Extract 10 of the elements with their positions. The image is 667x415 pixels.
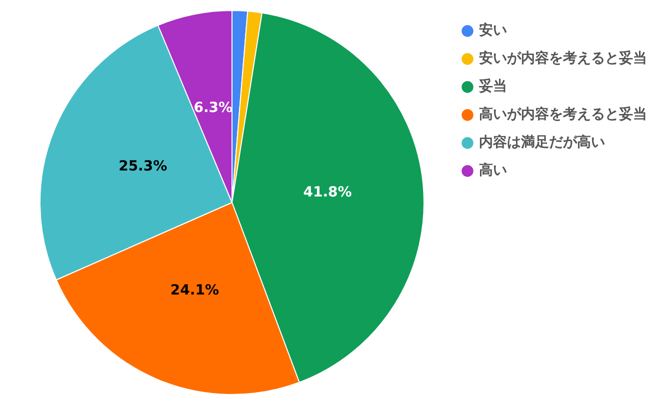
data-label: 25.3% (118, 158, 168, 175)
data-label: 6.3% (194, 100, 233, 116)
data-label: 41.8% (303, 184, 352, 201)
legend-label: 安い (479, 22, 507, 39)
legend-label: 内容は満足だが高い (479, 134, 605, 151)
legend-label: 高い (479, 162, 507, 179)
legend-label: 安いが内容を考えると妥当 (479, 50, 647, 67)
legend-label: 妥当 (478, 78, 507, 95)
data-label: 24.1% (170, 282, 219, 299)
legend-label: 高いが内容を考えると妥当 (479, 106, 647, 123)
